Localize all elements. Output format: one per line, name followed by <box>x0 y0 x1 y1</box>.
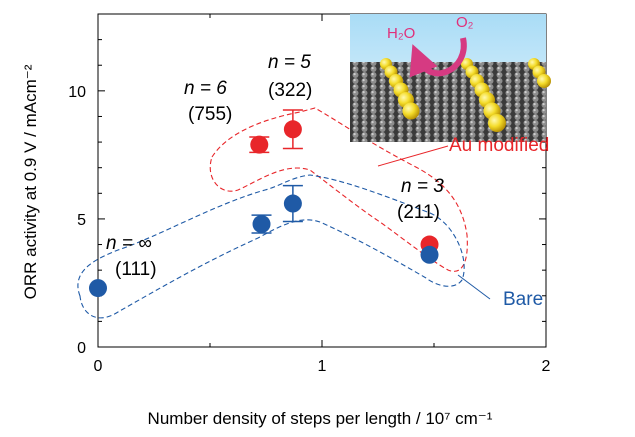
annotation-n-5: n = 5 <box>268 52 311 73</box>
au-modified-point <box>250 135 269 154</box>
inset-surface-illustration: H₂O O₂ <box>350 14 551 142</box>
annotation-n-3: n = 3 <box>401 176 444 197</box>
y-tick-label: 0 <box>77 340 86 357</box>
y-tick-label: 5 <box>77 212 86 229</box>
annotation-111: (111) <box>115 259 157 280</box>
bare-point <box>420 245 439 264</box>
x-tick-label: 1 <box>318 358 327 375</box>
y-tick-label: 10 <box>68 84 86 101</box>
data-points <box>89 109 439 298</box>
bare-point <box>89 279 107 298</box>
reaction-arrow <box>409 37 467 78</box>
inset-o2-label: O₂ <box>456 14 474 31</box>
y-axis-label: ORR activity at 0.9 V / mAcm⁻² <box>21 64 40 299</box>
bare-legend: Bare <box>503 289 543 310</box>
au-atom-rows <box>380 58 551 132</box>
bare-point <box>283 194 302 213</box>
bare-region-outline <box>77 174 465 319</box>
au-modified-callout-line <box>377 145 449 167</box>
au-modified-point <box>283 120 302 139</box>
inset-h2o-label: H₂O <box>387 25 415 42</box>
au-modified-region-outline <box>209 107 468 272</box>
bare-point <box>252 215 271 234</box>
annotation-211: (211) <box>397 202 440 223</box>
annotation-755: (755) <box>188 104 232 125</box>
bare-callout-line <box>457 274 491 300</box>
x-tick-label: 0 <box>94 358 103 375</box>
axis-ticks: 0 1 2 0 5 10 <box>68 14 551 375</box>
x-tick-label: 2 <box>542 358 551 375</box>
annotation-n-inf: n = ∞ <box>106 233 152 254</box>
annotation-322: (322) <box>268 80 312 101</box>
annotation-n-6: n = 6 <box>184 78 227 99</box>
au-modified-legend: Au modified <box>449 135 549 156</box>
step-annotations: n = ∞ (111) n = 6 (755) n = 5 (322) n = … <box>106 52 444 280</box>
x-axis-label: Number density of steps per length / 10⁷… <box>148 409 493 428</box>
